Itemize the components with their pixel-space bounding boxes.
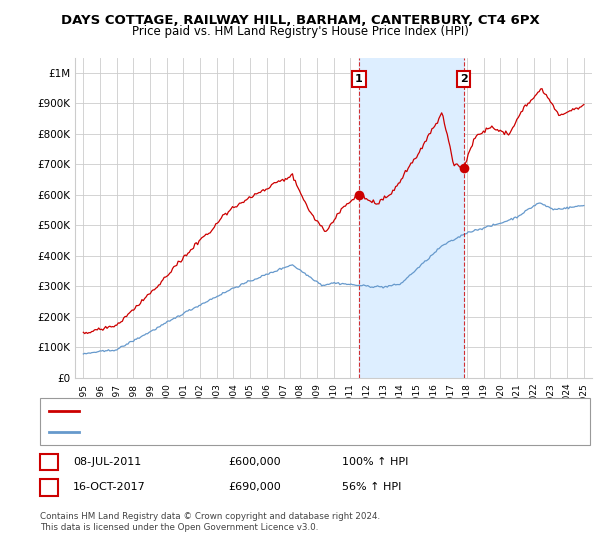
Text: 2: 2	[45, 480, 53, 494]
Text: 08-JUL-2011: 08-JUL-2011	[73, 457, 142, 467]
Text: Contains HM Land Registry data © Crown copyright and database right 2024.
This d: Contains HM Land Registry data © Crown c…	[40, 512, 380, 532]
Text: 1: 1	[355, 74, 363, 84]
Text: 1: 1	[45, 455, 53, 469]
Text: Price paid vs. HM Land Registry's House Price Index (HPI): Price paid vs. HM Land Registry's House …	[131, 25, 469, 38]
Text: £690,000: £690,000	[228, 482, 281, 492]
Bar	[359, 58, 464, 378]
Text: 56% ↑ HPI: 56% ↑ HPI	[342, 482, 401, 492]
Text: 16-OCT-2017: 16-OCT-2017	[73, 482, 146, 492]
Text: HPI: Average price, detached house, Canterbury: HPI: Average price, detached house, Cant…	[84, 427, 325, 437]
Text: DAYS COTTAGE, RAILWAY HILL, BARHAM, CANTERBURY, CT4 6PX: DAYS COTTAGE, RAILWAY HILL, BARHAM, CANT…	[61, 14, 539, 27]
Text: 100% ↑ HPI: 100% ↑ HPI	[342, 457, 409, 467]
Text: £600,000: £600,000	[228, 457, 281, 467]
Text: DAYS COTTAGE, RAILWAY HILL, BARHAM, CANTERBURY, CT4 6PX (detached house): DAYS COTTAGE, RAILWAY HILL, BARHAM, CANT…	[84, 406, 494, 416]
Text: 2: 2	[460, 74, 467, 84]
